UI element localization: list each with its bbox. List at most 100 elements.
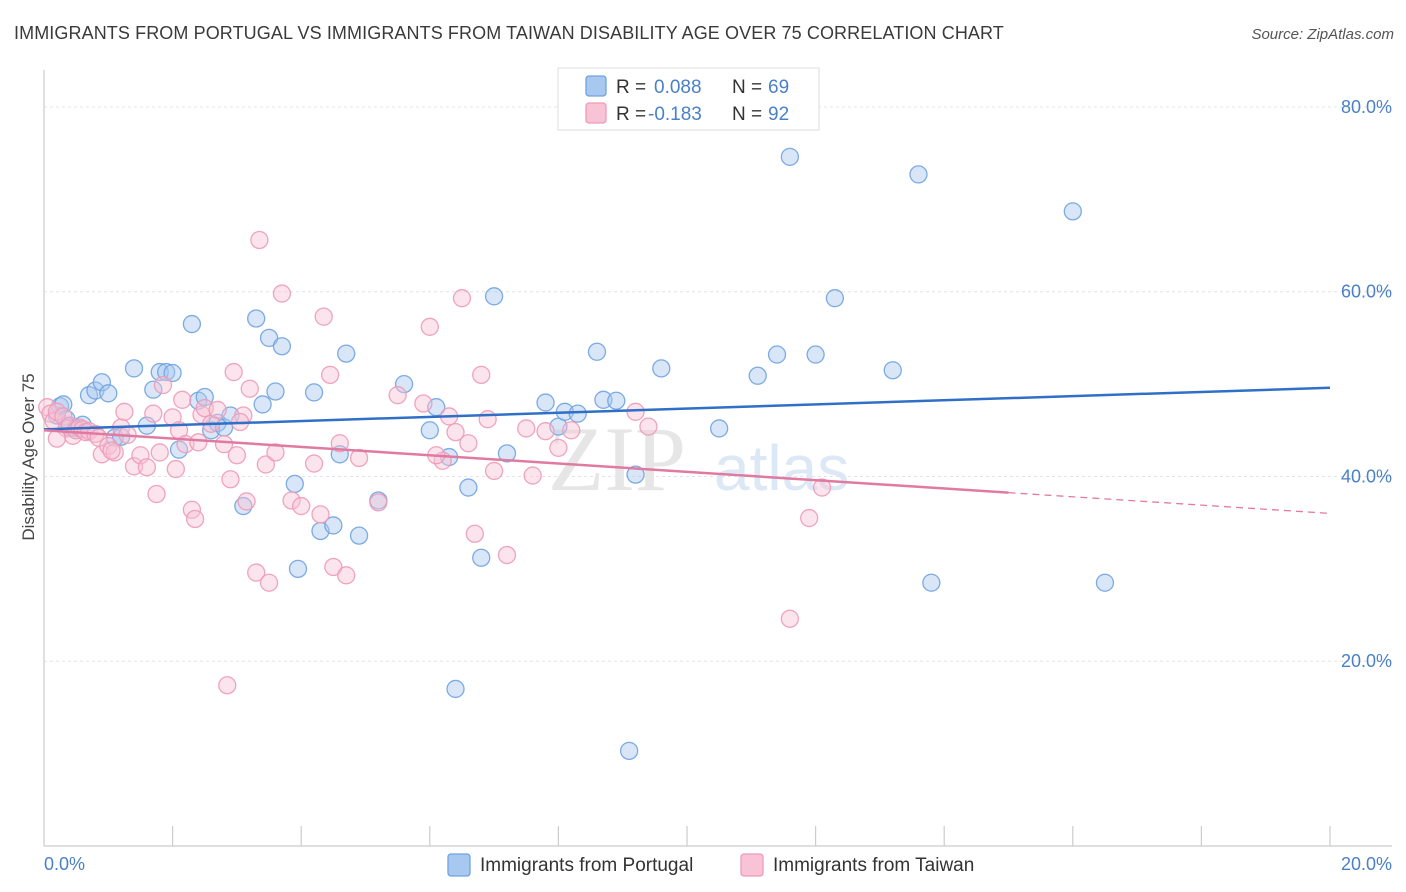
taiwan-point xyxy=(137,458,157,477)
portugal-point xyxy=(619,741,639,760)
portugal-point xyxy=(922,573,941,592)
taiwan-point xyxy=(147,484,166,504)
series-taiwan-points xyxy=(38,230,832,695)
stats-legend-r-value-portugal: 0.088 xyxy=(654,77,702,98)
taiwan-point xyxy=(320,365,340,385)
taiwan-point xyxy=(812,478,832,497)
portugal-point xyxy=(626,465,645,484)
taiwan-point xyxy=(221,470,240,489)
portugal-point xyxy=(266,382,285,401)
portugal-point xyxy=(304,383,324,402)
taiwan-point xyxy=(292,496,311,516)
portugal-point xyxy=(568,404,587,423)
stats-legend-r-label-portugal: R = xyxy=(616,77,646,98)
bottom-legend-swatch-portugal xyxy=(447,853,471,877)
stats-legend-r-label-taiwan: R = xyxy=(616,104,646,125)
portugal-point xyxy=(1063,202,1082,221)
taiwan-point xyxy=(282,491,301,510)
axes xyxy=(43,70,1392,847)
portugal-point xyxy=(247,309,266,328)
portugal-point xyxy=(253,395,272,414)
stats-legend-n-label-taiwan: N = xyxy=(732,104,762,125)
x-tick-label-right: 20.0% xyxy=(1341,854,1392,874)
bottom-legend: Immigrants from Portugal Immigrants from… xyxy=(447,853,974,877)
taiwan-point xyxy=(484,461,504,481)
taiwan-point xyxy=(237,492,256,511)
taiwan-point xyxy=(54,407,73,426)
watermark-atlas-text: atlas xyxy=(714,432,849,504)
taiwan-point xyxy=(517,419,536,438)
taiwan-point xyxy=(304,454,324,473)
portugal-point xyxy=(259,328,279,348)
portugal-point xyxy=(587,342,607,361)
y-tick-labels: 20.0% 40.0% 60.0% 80.0% xyxy=(1341,97,1392,671)
y-tick-label: 20.0% xyxy=(1341,651,1392,671)
portugal-point xyxy=(288,559,308,579)
chart-title: IMMIGRANTS FROM PORTUGAL VS IMMIGRANTS F… xyxy=(14,23,1004,43)
taiwan-point xyxy=(218,676,237,695)
portugal-point xyxy=(780,147,800,166)
portugal-point xyxy=(285,474,304,494)
trendline-solid-portugal xyxy=(43,386,1331,431)
taiwan-point xyxy=(324,557,343,577)
x-tick-label-left: 0.0% xyxy=(44,854,85,874)
taiwan-point xyxy=(536,422,555,441)
bottom-legend-label-taiwan: Immigrants from Taiwan xyxy=(773,855,974,876)
taiwan-point xyxy=(266,443,285,462)
stats-legend-n-label-portugal: N = xyxy=(732,77,762,98)
taiwan-point xyxy=(224,362,243,382)
series-portugal-points xyxy=(47,147,1115,760)
taiwan-point xyxy=(185,509,205,529)
stats-legend-swatch-taiwan xyxy=(585,102,607,124)
portugal-point xyxy=(767,345,787,364)
bottom-legend-label-portugal: Immigrants from Portugal xyxy=(480,855,693,876)
taiwan-point xyxy=(459,434,478,453)
stats-legend-r-value-taiwan: -0.183 xyxy=(648,104,702,125)
taiwan-point xyxy=(256,455,275,474)
trendlines xyxy=(43,386,1331,515)
portugal-point xyxy=(536,393,555,412)
taiwan-point xyxy=(214,434,234,454)
portugal-point xyxy=(144,380,163,399)
portugal-point xyxy=(825,289,845,308)
portugal-point xyxy=(163,363,182,383)
y-tick-label: 60.0% xyxy=(1341,282,1392,302)
stats-legend: R = 0.088 N = 69 R = -0.183 N = 92 xyxy=(557,67,820,131)
portugal-point xyxy=(324,516,343,535)
taiwan-point xyxy=(240,379,259,398)
taiwan-point xyxy=(523,466,542,485)
taiwan-point xyxy=(337,566,356,585)
taiwan-point xyxy=(227,446,247,465)
portugal-point xyxy=(484,287,504,306)
trendline-solid-taiwan xyxy=(43,429,1009,494)
taiwan-point xyxy=(150,443,169,462)
portugal-point xyxy=(472,548,491,567)
taiwan-point xyxy=(465,524,484,543)
portugal-point xyxy=(272,337,292,356)
taiwan-point xyxy=(626,402,645,421)
taiwan-point xyxy=(259,573,279,592)
x-tick-marks xyxy=(172,826,1331,846)
taiwan-point xyxy=(173,390,192,409)
portugal-point xyxy=(607,391,626,410)
portugal-point xyxy=(182,314,202,334)
portugal-point xyxy=(710,419,729,438)
portugal-point xyxy=(394,374,414,394)
portugal-point xyxy=(497,444,517,463)
taiwan-point xyxy=(369,493,388,512)
portugal-point xyxy=(883,361,902,380)
taiwan-point xyxy=(105,443,124,462)
taiwan-point xyxy=(800,508,819,528)
taiwan-point xyxy=(250,230,269,250)
taiwan-point xyxy=(311,505,330,524)
taiwan-point xyxy=(102,441,121,460)
portugal-point xyxy=(420,421,439,440)
taiwan-point xyxy=(420,317,439,336)
taiwan-point xyxy=(414,394,433,413)
taiwan-point xyxy=(124,457,144,476)
taiwan-point xyxy=(562,421,581,440)
taiwan-point xyxy=(314,307,333,326)
portugal-point xyxy=(459,478,478,497)
portugal-point xyxy=(337,344,356,363)
